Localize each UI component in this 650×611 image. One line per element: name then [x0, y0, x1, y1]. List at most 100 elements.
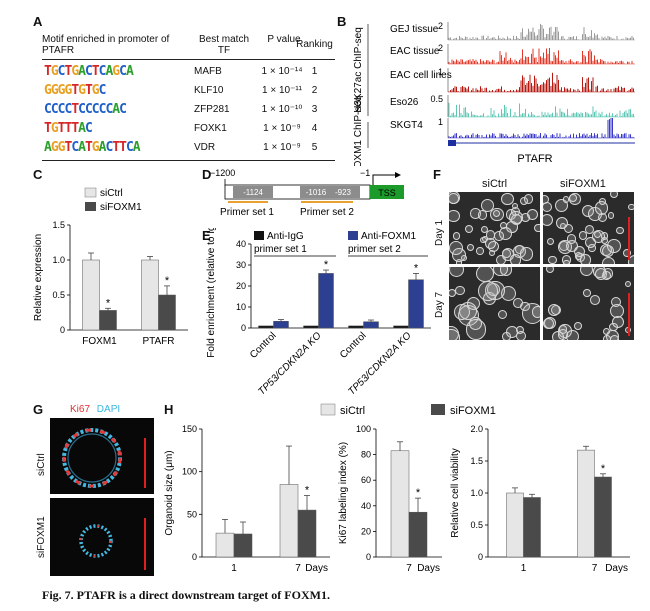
legend-label-foxm1: Anti-FOXM1: [361, 231, 416, 242]
motif-letter: G: [50, 64, 59, 79]
group-label-2: primer set 2: [348, 244, 401, 255]
motif-letter: G: [44, 83, 52, 98]
motif-letter: C: [98, 64, 107, 79]
motif-logo: CCCCTCCCCCAC: [44, 102, 179, 117]
tss-label: TSS: [378, 188, 396, 198]
organoid-blob: [509, 254, 522, 264]
y-tick-label: 0: [241, 323, 246, 333]
organoid-blob: [476, 246, 484, 255]
panel-label-g: G: [33, 402, 44, 417]
track-name: EAC tissue: [390, 46, 440, 57]
track-name: SKGT4: [390, 120, 423, 131]
organoid-blob: [449, 241, 463, 255]
organoid-blob: [600, 236, 609, 244]
motif-letter: G: [64, 83, 72, 98]
legend-label-sifoxm1: siFOXM1: [100, 202, 142, 213]
chart-c: 0 0.5 1.0 1.5 * FOXM1 * PTAFR Relative expressio…: [33, 187, 188, 347]
group-label-1: primer set 1: [254, 244, 307, 255]
bar: [363, 321, 379, 329]
organoid-blob: [578, 231, 588, 240]
motif-letter: C: [57, 102, 66, 117]
bar: [577, 449, 595, 558]
scale-bar: [628, 217, 630, 261]
motif-letter: A: [78, 140, 86, 155]
organoid-blob: [568, 194, 577, 202]
organoid-blob: [579, 254, 592, 264]
organoid-blob: [475, 267, 494, 283]
organoid-blob: [625, 280, 632, 287]
micrograph-sifoxm1-day1: [543, 192, 634, 264]
organoid-blob: [543, 214, 553, 227]
motif-letter: T: [44, 64, 52, 79]
organoid-blob: [603, 335, 612, 340]
y-tick-label: 1.5: [52, 220, 65, 230]
organoid-blob: [498, 309, 508, 319]
table-rule-bottom: [42, 160, 335, 161]
bar: [303, 325, 319, 329]
motif-letter: T: [44, 121, 52, 136]
p-value-cell: 1 × 10⁻¹⁰: [261, 104, 303, 115]
ranking-header: Ranking: [296, 39, 333, 50]
y-tick-label: 100: [182, 467, 197, 477]
tf-header: Best match TF: [198, 34, 250, 56]
organoid-blob: [610, 335, 619, 340]
site-2a-label: -1016: [306, 188, 327, 197]
organoid-blob: [485, 238, 497, 250]
track-scale: 1: [438, 67, 443, 77]
legend-label-sifoxm1: siFOXM1: [450, 405, 496, 417]
bar: [523, 497, 541, 558]
organoid-blob: [524, 194, 534, 204]
organoid-blob: [574, 322, 582, 330]
organoid-blob: [547, 303, 561, 317]
organoid-blob: [607, 212, 614, 219]
organoid-blob: [624, 326, 631, 334]
bar: [594, 476, 612, 558]
bar: [408, 511, 428, 558]
motif-row: GGGGTGTGC KLF10 1 × 10⁻¹¹ 2: [42, 82, 335, 99]
significance-star: *: [324, 259, 329, 271]
track-scale: 2: [438, 21, 443, 31]
y-tick-label: 0.5: [470, 520, 483, 530]
organoid-blob: [606, 330, 619, 340]
motif-letter: C: [64, 102, 72, 117]
organoid-blob: [545, 267, 555, 274]
legend-label-igg: Anti-IgG: [267, 231, 304, 242]
organoid-blob: [509, 210, 523, 224]
panel-label-d: D: [202, 167, 212, 182]
bar: [318, 273, 334, 329]
y-tick-label: 1.0: [470, 488, 483, 498]
y-tick-label: 30: [236, 260, 246, 270]
motif-letter: T: [71, 121, 79, 136]
organoid-blob: [481, 235, 488, 242]
y-tick-label: 2.0: [470, 424, 483, 434]
legend-swatch-sictrl: [320, 403, 336, 416]
motif-letter: C: [78, 102, 86, 117]
motif-letter: G: [50, 83, 59, 98]
rank-cell: 4: [311, 123, 318, 134]
y-tick-label: 80: [361, 450, 371, 460]
organoid-sictrl-ki67: [62, 428, 122, 488]
motif-letter: G: [50, 140, 59, 155]
y-tick-label: 0: [366, 552, 371, 562]
organoid-blob: [502, 332, 512, 340]
bar: [506, 492, 524, 558]
organoid-blob: [558, 329, 569, 340]
motif-letter: A: [105, 64, 113, 79]
bar: [390, 450, 410, 558]
micrograph-sifoxm1-day7: [543, 267, 634, 340]
motif-letter: C: [44, 102, 52, 117]
y-axis-label: Organoid size (μm): [164, 450, 175, 535]
ki67-label: Ki67: [70, 404, 91, 415]
tss-box: [370, 185, 404, 199]
scale-bar: [628, 292, 630, 337]
organoid-blob: [563, 259, 570, 264]
fluorescence-images: [50, 418, 154, 576]
organoid-blob: [534, 223, 540, 233]
track-scale: 2: [438, 43, 443, 53]
rank-cell: 5: [311, 142, 318, 153]
organoid-blob: [477, 210, 488, 220]
y-tick-label: 10: [236, 302, 246, 312]
primer-1-label: Primer set 1: [220, 207, 274, 218]
